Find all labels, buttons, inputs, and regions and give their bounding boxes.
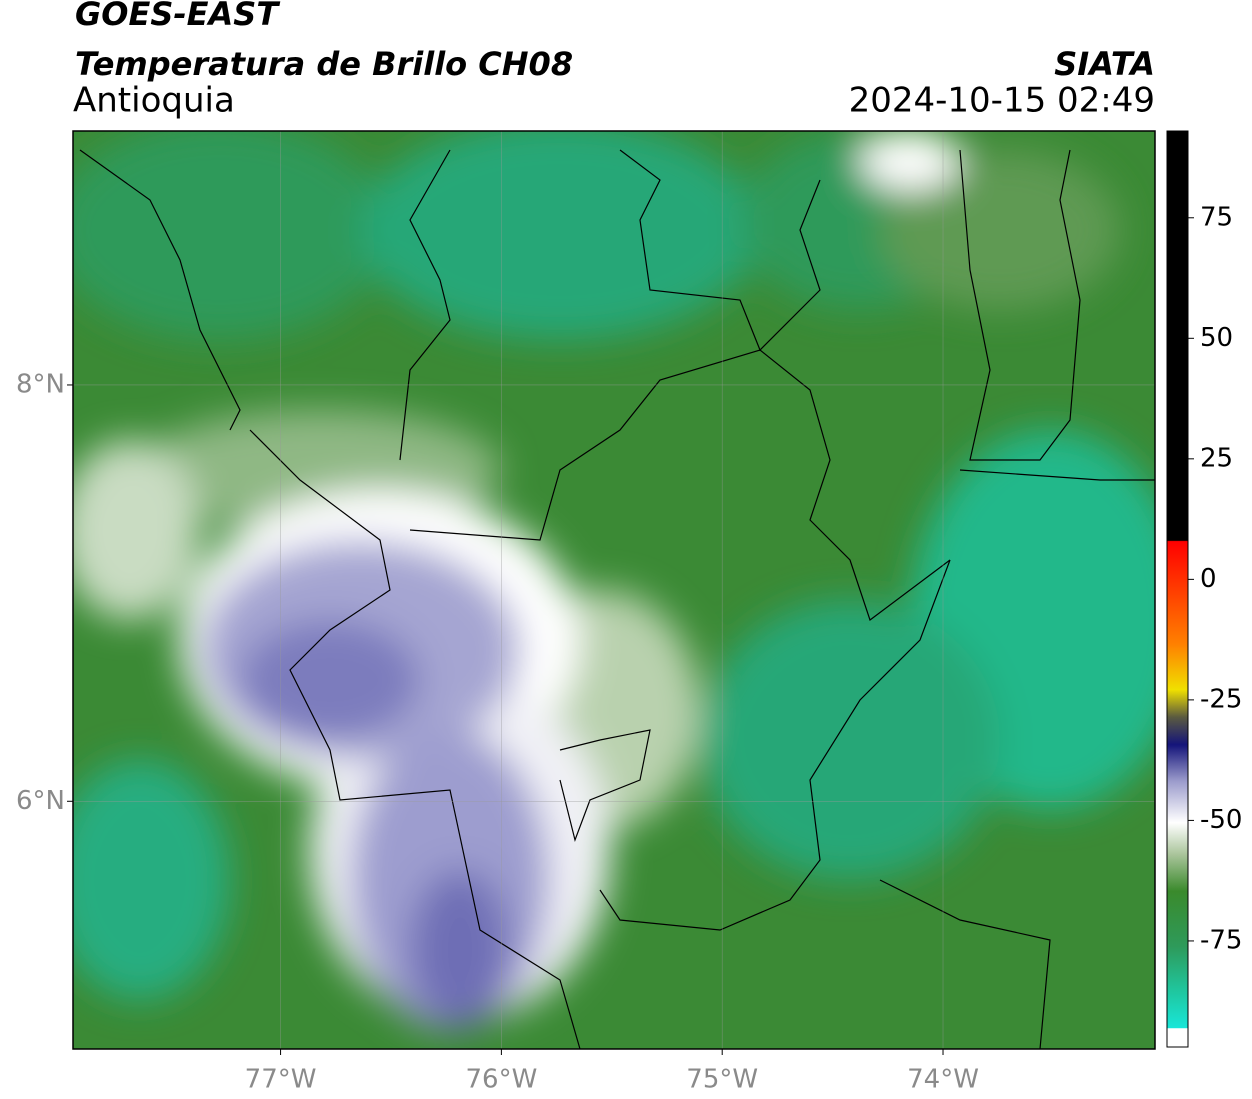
subtitle: Temperatura de Brillo CH08: [75, 45, 573, 83]
x-tick-label: 74°W: [907, 1065, 979, 1095]
colorbar-tick-label: 0: [1200, 564, 1217, 594]
y-tick-label: 8°N: [16, 369, 65, 399]
y-tick-label: 6°N: [16, 786, 65, 816]
region: Antioquia: [73, 81, 235, 121]
colorbar-tick-label: 50: [1200, 323, 1233, 353]
colorbar-tick-label: -75: [1200, 925, 1242, 955]
map-frame: [72, 130, 1156, 1050]
source: SIATA: [1054, 45, 1155, 83]
x-tick-label: 77°W: [245, 1065, 317, 1095]
x-tick-label: 75°W: [686, 1065, 758, 1095]
title: GOES-EAST: [75, 0, 280, 33]
timestamp: 2024-10-15 02:49: [849, 81, 1155, 121]
colorbar-tick-label: 75: [1200, 202, 1233, 232]
colorbar-tick-label: -25: [1200, 684, 1242, 714]
colorbar: [1166, 130, 1189, 1048]
colorbar-tick-label: -50: [1200, 805, 1242, 835]
satellite-image: [73, 131, 1155, 1049]
colorbar-tick-label: 25: [1200, 443, 1233, 473]
x-tick-label: 76°W: [465, 1065, 537, 1095]
